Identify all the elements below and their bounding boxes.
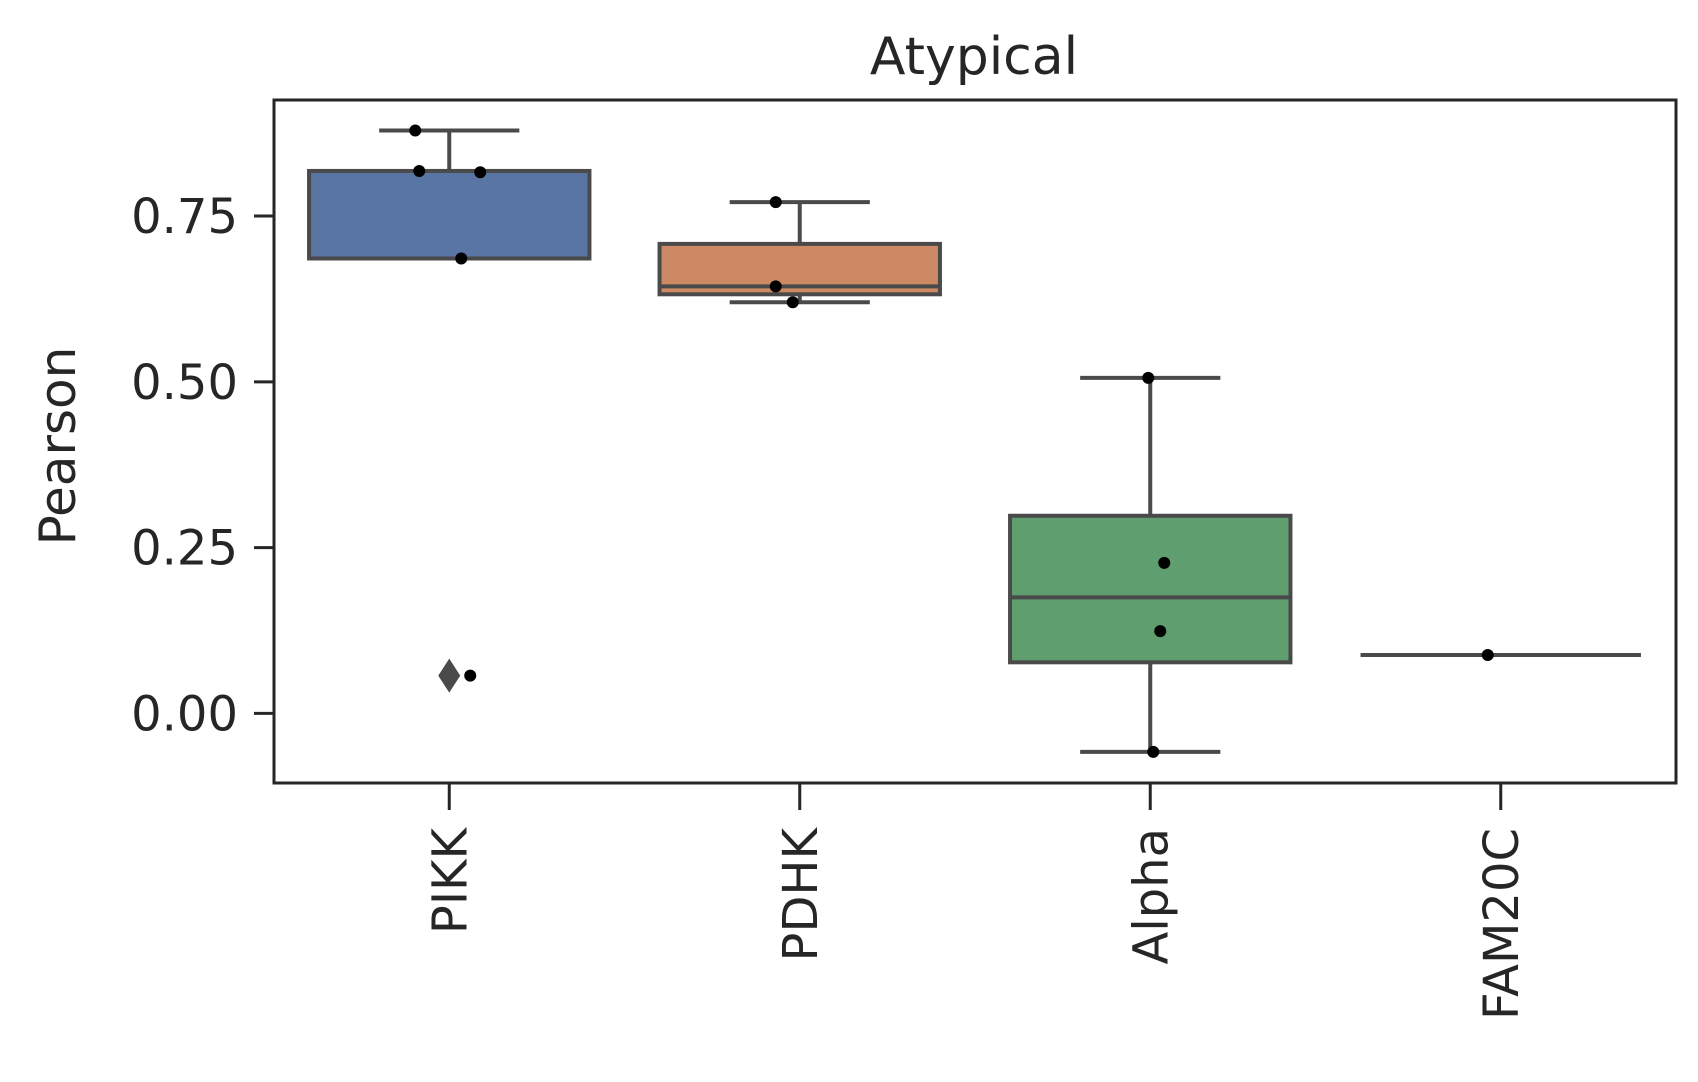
data-point: [786, 296, 799, 309]
box-alpha: [1008, 371, 1293, 758]
x-tick-label: PIKK: [422, 826, 478, 934]
data-point: [464, 669, 477, 682]
y-tick-label: 0.50: [131, 355, 238, 411]
x-tick-label: PDHK: [773, 826, 829, 961]
box-pdhk: [657, 196, 942, 309]
y-axis-label: Pearson: [29, 347, 87, 546]
data-point: [409, 124, 422, 137]
data-point: [455, 252, 468, 265]
data-point: [1481, 649, 1494, 662]
box-body: [1008, 513, 1293, 665]
data-point: [1147, 745, 1160, 758]
data-point: [769, 280, 782, 293]
box-pikk: [307, 124, 592, 693]
outlier-marker: [438, 658, 461, 693]
box-fam20c: [1360, 649, 1641, 662]
y-tick-label: 0.25: [131, 521, 238, 577]
plot-area: [307, 124, 1641, 758]
chart-title: Atypical: [870, 27, 1078, 87]
box-body: [307, 168, 592, 261]
y-axis: 0.00 0.25 0.50 0.75: [131, 189, 274, 742]
data-point: [413, 164, 426, 177]
data-point: [769, 196, 782, 209]
x-tick-label: Alpha: [1123, 828, 1179, 964]
y-tick-label: 0.75: [131, 189, 238, 245]
data-point: [1142, 371, 1155, 384]
y-tick-label: 0.00: [131, 686, 238, 742]
data-point: [1158, 556, 1171, 569]
plot-frame: [272, 98, 1678, 785]
x-tick-label: FAM20C: [1474, 828, 1530, 1020]
data-point: [474, 166, 487, 179]
data-point: [1154, 625, 1167, 638]
x-axis: PIKK PDHK Alpha FAM20C: [422, 783, 1530, 1020]
